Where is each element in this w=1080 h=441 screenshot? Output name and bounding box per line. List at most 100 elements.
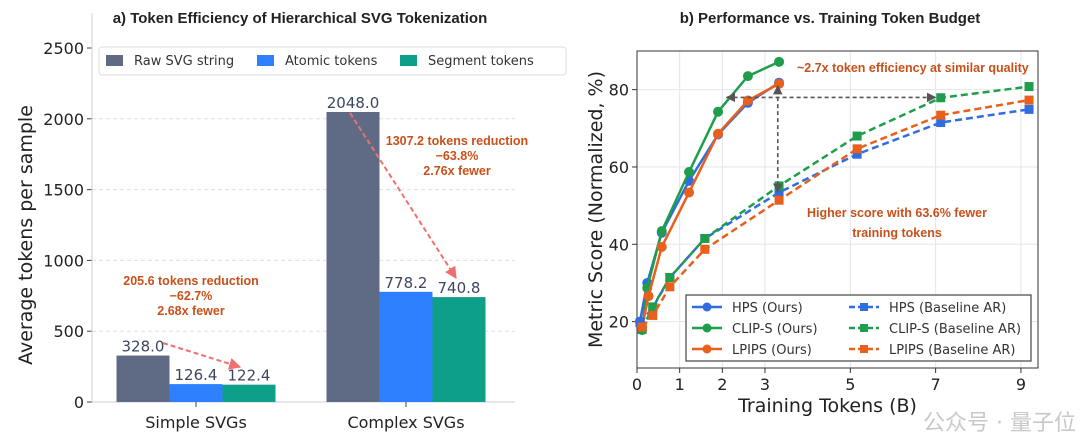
y-tick-label: 40 — [609, 235, 629, 254]
data-point — [637, 322, 647, 332]
y-tick-label: 20 — [609, 313, 629, 332]
legend-box — [98, 46, 567, 76]
data-point — [684, 187, 695, 198]
series-clip-s-ours- — [637, 56, 785, 336]
data-point — [700, 233, 710, 243]
legend-label: CLIP-S (Baseline AR) — [889, 322, 1021, 337]
y-tick-label: 80 — [609, 81, 629, 100]
x-tick-label: 0 — [632, 375, 642, 394]
data-point — [713, 106, 724, 117]
y-tick-label: 1500 — [43, 181, 84, 200]
bar — [379, 291, 433, 402]
bar-value-label: 328.0 — [122, 338, 165, 356]
data-point — [774, 78, 785, 89]
series-lpips-baseline-ar- — [637, 95, 1034, 332]
annotation-text: ~2.7x token efficiency at similar qualit… — [797, 61, 1029, 75]
y-tick-label: 1000 — [43, 251, 84, 270]
legend-swatch — [106, 55, 123, 66]
y-tick-label: 2500 — [43, 39, 84, 58]
legend: HPS (Ours) CLIP-S (Ours) LPIPS (Ours) HPS (… — [685, 294, 1032, 362]
y-axis-label: Average tokens per sample — [15, 105, 37, 365]
legend-marker — [860, 303, 868, 311]
watermark: 公众号 · 量子位 — [923, 411, 1076, 436]
data-point — [684, 167, 695, 178]
legend-label: HPS (Ours) — [732, 301, 803, 316]
bar — [432, 297, 486, 402]
y-tick-label: 60 — [609, 158, 629, 177]
legend-label: CLIP-S (Ours) — [732, 322, 818, 337]
x-tick-label: 3 — [760, 375, 770, 394]
bar-value-label: 2048.0 — [327, 94, 380, 112]
legend-marker — [702, 323, 712, 333]
series-line — [640, 85, 1030, 330]
data-point — [648, 302, 658, 312]
bar — [222, 384, 276, 402]
legend-marker — [702, 344, 712, 354]
data-point — [1024, 104, 1034, 114]
data-point — [656, 241, 667, 252]
legend-label: HPS (Baseline AR) — [889, 301, 1006, 316]
data-point — [852, 144, 862, 154]
y-tick-label: 0 — [74, 393, 84, 412]
plot-frame — [636, 50, 1039, 369]
bar-chart: 0 500 1000 1500 2000 2500 Average tokens per s… — [15, 13, 567, 432]
legend-marker — [860, 345, 868, 353]
x-tick-label: 9 — [1016, 375, 1026, 394]
data-point — [936, 118, 946, 128]
data-point — [774, 195, 784, 205]
x-tick-label: 7 — [931, 375, 941, 394]
legend-swatch — [400, 55, 417, 66]
x-tick-label: 2 — [717, 375, 727, 394]
legend-label: Segment tokens — [428, 54, 534, 69]
chart-a-title: a) Token Efficiency of Hierarchical SVG … — [113, 10, 488, 27]
bar — [169, 384, 223, 402]
series-line — [638, 81, 780, 322]
x-tick-label: Simple SVGs — [145, 413, 247, 432]
data-point — [742, 71, 753, 82]
bar-value-label: 126.4 — [175, 366, 218, 384]
bar-value-label: 740.8 — [438, 279, 481, 297]
annotation-text: training tokens — [852, 226, 942, 240]
data-point — [648, 310, 658, 320]
legend-marker — [860, 324, 868, 332]
data-point — [852, 149, 862, 159]
data-point — [665, 273, 675, 283]
data-point — [936, 110, 946, 120]
y-tick-label: 2000 — [43, 110, 84, 129]
reduction-arrow — [162, 342, 242, 370]
reduction-arrow — [349, 112, 457, 280]
legend-label: Raw SVG string — [134, 54, 234, 69]
data-point — [1024, 82, 1034, 92]
data-point — [852, 131, 862, 141]
annotation-text: 2.76x fewer — [423, 164, 491, 178]
legend-label: LPIPS (Baseline AR) — [889, 343, 1015, 358]
data-point — [936, 93, 946, 103]
annotation-text: 2.68x fewer — [157, 304, 225, 318]
legend-label: Atomic tokens — [285, 54, 378, 69]
annotation-text: −62.7% — [170, 289, 213, 303]
series-hps-ours- — [634, 77, 785, 327]
bar-value-label: 778.2 — [385, 274, 428, 292]
data-point — [774, 181, 784, 191]
data-point — [700, 244, 710, 254]
annotation-text: 205.6 tokens reduction — [123, 274, 258, 288]
annotation-text: Higher score with 63.6% fewer — [807, 206, 987, 220]
series-line — [641, 98, 1030, 328]
y-tick-label: 500 — [53, 322, 84, 341]
chart-b-title: b) Performance vs. Training Token Budget — [680, 10, 981, 27]
data-point — [643, 291, 654, 302]
annotation-text: 1307.2 tokens reduction — [386, 134, 528, 148]
legend-marker — [702, 302, 712, 312]
x-tick-label: Complex SVGs — [347, 413, 464, 432]
bar — [326, 112, 380, 402]
legend: Raw SVG string Atomic tokens Segment token… — [98, 46, 567, 76]
legend-swatch — [257, 55, 274, 66]
data-point — [665, 282, 675, 292]
bar — [116, 355, 170, 402]
bar-value-label: 122.4 — [228, 367, 271, 385]
line-chart: 0 1 2 3 5 7 9 20 40 60 80 Training Tokens (B) Metric… — [585, 50, 1039, 417]
data-point — [713, 128, 724, 139]
legend-label: LPIPS (Ours) — [732, 343, 812, 358]
annotation-text: −63.8% — [436, 149, 479, 163]
